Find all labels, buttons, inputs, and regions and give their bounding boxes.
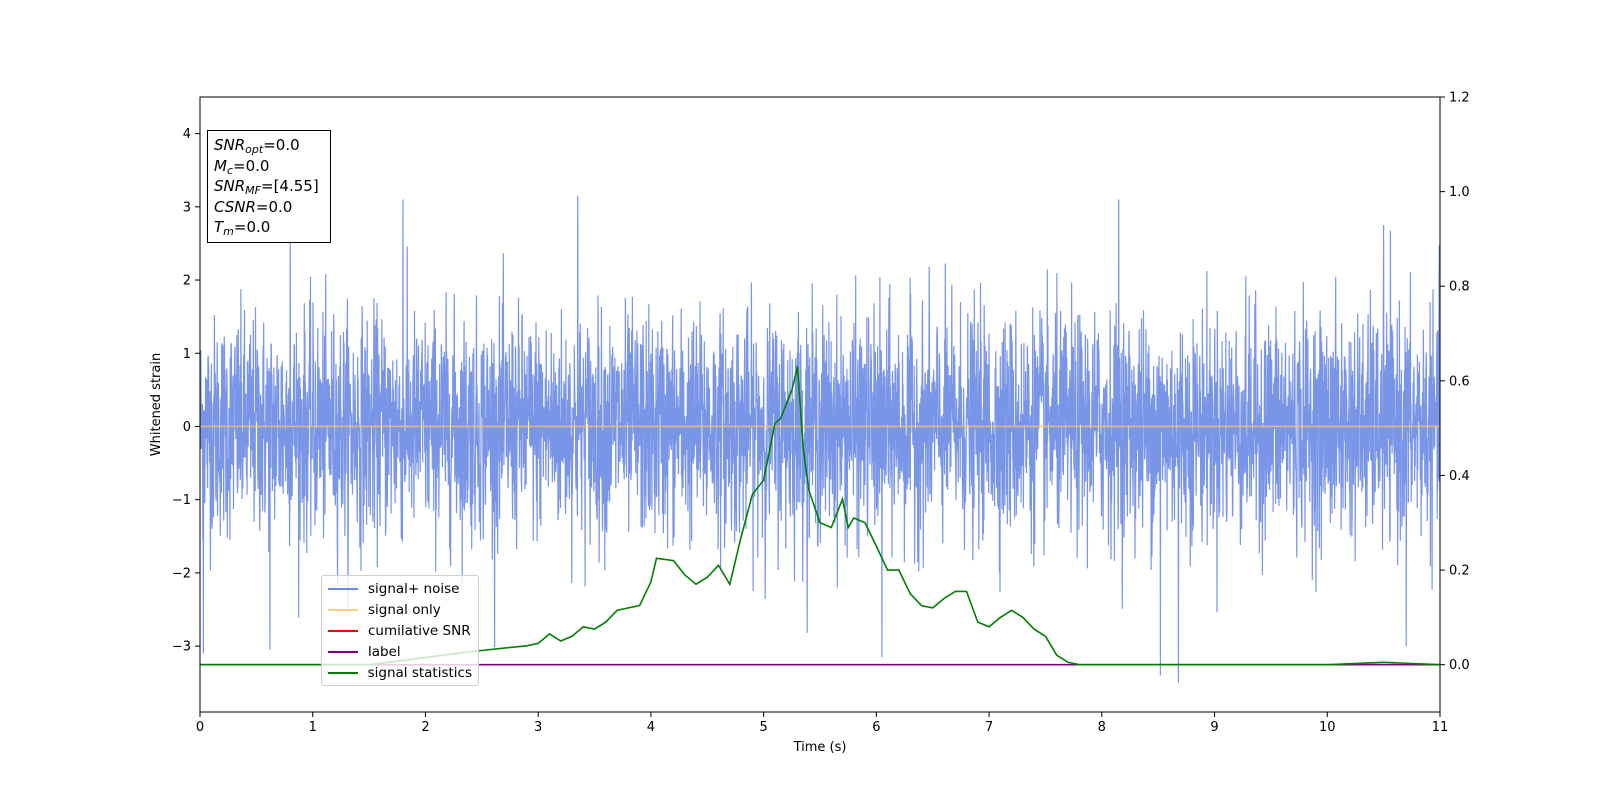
x-tick-label: 3 (534, 720, 542, 735)
y-left-tick-label: 4 (183, 127, 191, 142)
legend: signal+ noise signal only cumilative SNR… (321, 575, 479, 686)
x-tick-label: 0 (196, 720, 204, 735)
x-tick-label: 8 (1098, 720, 1106, 735)
y-left-tick-label: 2 (183, 274, 191, 289)
y-right-tick-label: 0.8 (1449, 280, 1470, 295)
x-tick-label: 4 (647, 720, 655, 735)
y-right-tick-label: 0.0 (1449, 658, 1470, 673)
y-left-tick-label: 3 (183, 200, 191, 215)
y-right-tick-label: 0.2 (1449, 564, 1470, 579)
legend-swatch-signal-only (328, 609, 358, 612)
annotation-csnr: CSNR=0.0 (214, 197, 293, 216)
y-left-tick-label: 0 (183, 420, 191, 435)
legend-item-signal-statistics: signal statistics (328, 662, 472, 683)
y-left-tick-label: −3 (172, 640, 191, 655)
annotation-snr-opt: SNRopt=0.0 (214, 136, 300, 156)
legend-swatch-cumilative-snr (328, 629, 358, 632)
x-tick-label: 5 (759, 720, 767, 735)
series-signal-noise (200, 195, 1440, 683)
legend-item-signal-only: signal only (328, 600, 472, 621)
y-left-tick-label: −1 (172, 493, 191, 508)
annotation-box: SNRopt=0.0 Mc=0.0 SNRMF=[4.55] CSNR=0.0 … (207, 130, 331, 243)
x-axis-label: Time (s) (793, 740, 847, 755)
y-left-tick-label: 1 (183, 347, 191, 362)
annotation-tm: Tm=0.0 (214, 218, 271, 238)
y-axis-label: Whitened strain (149, 353, 164, 456)
plot-frame (199, 96, 1441, 713)
x-tick-label: 7 (985, 720, 993, 735)
y-right-tick-label: 1.0 (1449, 185, 1470, 200)
annotation-mc: Mc=0.0 (214, 156, 270, 177)
annotation-snr-mf: SNRMF=[4.55] (214, 177, 319, 197)
legend-swatch-label (328, 650, 358, 653)
legend-swatch-signal-noise (328, 588, 358, 591)
legend-item-cumilative-snr: cumilative SNR (328, 621, 472, 642)
y-right-tick-label: 1.2 (1449, 91, 1470, 106)
y-right-tick-label: 0.6 (1449, 374, 1470, 389)
x-tick-label: 9 (1210, 720, 1218, 735)
x-tick-label: 11 (1432, 720, 1449, 735)
x-tick-label: 1 (309, 720, 317, 735)
x-tick-label: 6 (872, 720, 880, 735)
y-right-tick-label: 0.4 (1449, 469, 1470, 484)
x-tick-label: 10 (1319, 720, 1336, 735)
legend-item-label: label (328, 641, 472, 662)
x-tick-label: 2 (421, 720, 429, 735)
legend-swatch-signal-statistics (328, 671, 358, 674)
legend-item-signal-noise: signal+ noise (328, 579, 472, 600)
series-signal-statistics (200, 366, 1441, 666)
y-left-tick-label: −2 (172, 566, 191, 581)
